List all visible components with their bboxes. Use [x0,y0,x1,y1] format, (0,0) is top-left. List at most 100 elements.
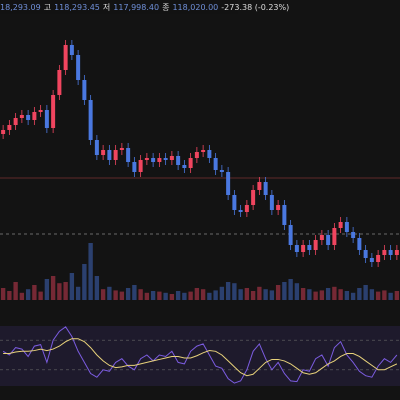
volume-bar [357,288,362,300]
candle-body [126,148,131,162]
candle-body [32,112,37,120]
candle-body [238,210,243,212]
volume-bar [244,288,250,300]
volume-bar [194,288,200,300]
volume-bar [213,290,218,300]
candle-body [151,158,156,162]
volume-bar [144,292,150,300]
volume-bar [138,289,143,300]
candle-body [251,190,256,205]
volume-bar [338,289,343,300]
volume-bar [207,292,212,300]
volume-bar [369,289,375,300]
candle-body [344,222,349,232]
volume-bar [300,288,306,300]
candle-body [176,156,181,165]
candle-body [38,110,43,112]
candle-body [376,255,381,262]
volume-bar [175,291,181,300]
candle-body [269,195,274,210]
candle-body [13,118,18,125]
candle-body [82,80,87,100]
header-label: 종 [162,3,169,12]
volume-bar [163,292,168,300]
volume-bar [19,292,25,300]
candle-body [276,205,281,210]
header-text: 18,293.09 고 118,293.45 저 117,998.40 종 118,020.… [0,3,289,12]
candle-body [182,165,187,168]
candle-body [107,150,112,160]
candle-body [351,232,356,238]
volume-bar [188,291,193,300]
volume-bar [238,289,243,300]
candle-body [57,70,62,95]
volume-bar [13,282,18,300]
volume-bar [182,292,187,300]
candle-body [294,245,299,252]
candle-body [94,140,99,155]
header: 18,293.09 고 118,293.45 저 117,998.40 종 118,020.… [0,0,289,14]
volume-bar [75,286,81,300]
candle-body [357,238,362,250]
header-value: 117,998.40 [113,3,159,12]
volume-bar [44,279,50,300]
volume-bar [7,291,12,300]
volume-bar [307,289,312,300]
candle-body [188,158,193,168]
volume-bar [313,291,318,300]
candle-body [382,250,387,255]
volume-bar [132,285,137,300]
volume-bar [325,288,331,300]
volume-bar [125,288,131,300]
candle-body [257,182,262,190]
volume-bar [363,285,368,300]
candle-body [326,235,331,245]
candle-body [138,160,143,172]
oscillator-line [2,326,398,384]
volume-bar [169,294,175,300]
volume-bar [50,276,56,300]
candle-body [319,235,324,240]
volume-bar [157,291,162,300]
volume-bar [219,286,225,300]
volume-bar [263,289,268,300]
volume-bar [113,290,118,300]
volume-bar [32,285,37,300]
candle-body [19,115,24,118]
volume-bar [232,283,237,300]
volume-bar [394,291,400,300]
header-label: -273.38 (-0.23%) [221,3,289,12]
candle-body [369,258,374,262]
candle-body [7,125,12,130]
candle-body [232,195,237,210]
header-value: 18,293.09 [0,3,41,12]
volume-bar [382,290,387,300]
volume-bar [282,282,287,300]
candle-body [313,240,318,250]
candle-body [307,245,312,250]
candle-body [63,45,68,70]
candle-body [101,150,106,155]
volume-bar [69,273,75,300]
candle-body [69,45,74,55]
volume-bar [94,276,100,300]
volume-bar [375,291,381,300]
candle-body [363,250,368,258]
volume-bar [344,291,350,300]
volume-bar [0,288,6,300]
volume-bar [332,286,337,300]
volume-bar [82,264,87,300]
candle-body [244,205,249,212]
candle-body [163,158,168,160]
candle-body [226,172,231,195]
candle-body [144,158,149,160]
candle-body [394,250,399,255]
volume-bar [88,243,93,300]
volume-bar [294,283,300,300]
oscillator-line [3,338,398,377]
volume-bar [150,291,156,300]
volume-bar [200,289,206,300]
candle-body [157,158,162,162]
header-label: 고 [44,3,51,12]
